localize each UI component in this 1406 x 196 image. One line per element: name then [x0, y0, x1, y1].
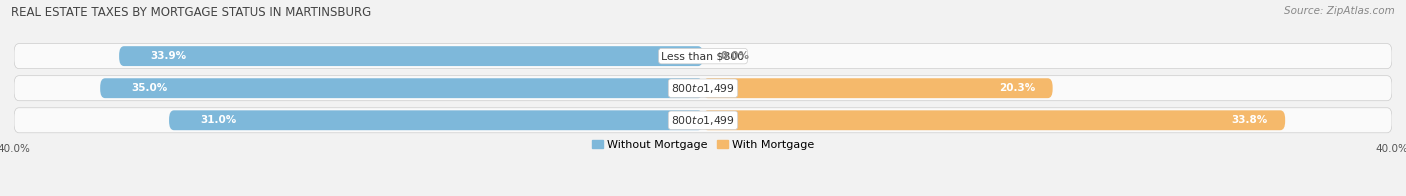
FancyBboxPatch shape — [120, 46, 703, 66]
FancyBboxPatch shape — [100, 78, 703, 98]
Text: 31.0%: 31.0% — [200, 115, 236, 125]
Legend: Without Mortgage, With Mortgage: Without Mortgage, With Mortgage — [588, 136, 818, 155]
FancyBboxPatch shape — [14, 76, 1392, 101]
FancyBboxPatch shape — [14, 108, 1392, 133]
Text: 33.9%: 33.9% — [150, 51, 186, 61]
Text: 35.0%: 35.0% — [131, 83, 167, 93]
Text: 0.0%: 0.0% — [720, 51, 749, 61]
Text: $800 to $1,499: $800 to $1,499 — [671, 114, 735, 127]
Text: Source: ZipAtlas.com: Source: ZipAtlas.com — [1284, 6, 1395, 16]
Text: REAL ESTATE TAXES BY MORTGAGE STATUS IN MARTINSBURG: REAL ESTATE TAXES BY MORTGAGE STATUS IN … — [11, 6, 371, 19]
Text: 33.8%: 33.8% — [1232, 115, 1268, 125]
FancyBboxPatch shape — [703, 110, 1285, 130]
FancyBboxPatch shape — [14, 44, 1392, 69]
Text: $800 to $1,499: $800 to $1,499 — [671, 82, 735, 95]
FancyBboxPatch shape — [169, 110, 703, 130]
FancyBboxPatch shape — [703, 78, 1053, 98]
Text: Less than $800: Less than $800 — [661, 51, 745, 61]
Text: 20.3%: 20.3% — [1000, 83, 1035, 93]
